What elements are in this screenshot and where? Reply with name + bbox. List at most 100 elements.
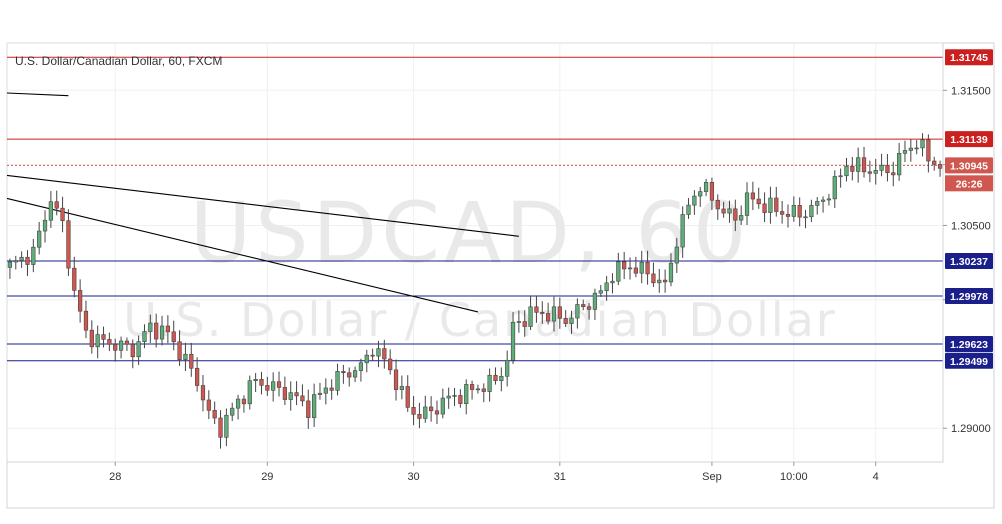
candle-50 bbox=[300, 384, 305, 407]
trend-line-2[interactable] bbox=[6, 197, 479, 313]
candle-35 bbox=[212, 401, 217, 424]
candle-71 bbox=[423, 395, 428, 423]
candle-body-up bbox=[446, 395, 451, 399]
trend-line-1[interactable] bbox=[6, 174, 519, 237]
candle-28 bbox=[171, 320, 176, 351]
candle-body-up bbox=[692, 195, 697, 206]
candle-body-down bbox=[522, 321, 527, 327]
candle-body-down bbox=[937, 164, 943, 169]
candle-39 bbox=[235, 394, 241, 420]
candle-body-up bbox=[452, 395, 457, 397]
candle-46 bbox=[276, 371, 282, 397]
candle-9 bbox=[60, 196, 65, 233]
candle-31 bbox=[189, 342, 194, 377]
candle-body-up bbox=[235, 398, 241, 409]
candle-body-up bbox=[230, 407, 235, 416]
candle-86 bbox=[510, 311, 516, 364]
candle-body-up bbox=[510, 321, 516, 361]
candle-142 bbox=[838, 168, 843, 188]
candle-37 bbox=[224, 408, 229, 447]
candle-body-up bbox=[873, 170, 878, 174]
level-badge-5: 1.29499 bbox=[950, 356, 988, 368]
candle-body-down bbox=[265, 385, 270, 391]
candle-0 bbox=[7, 258, 13, 279]
candle-13 bbox=[83, 300, 89, 339]
candle-body-up bbox=[142, 331, 147, 342]
candle-body-down bbox=[469, 384, 475, 390]
candle-17 bbox=[107, 332, 112, 352]
candle-87 bbox=[516, 310, 521, 333]
watermark-name: U.S. Dollar / Canadian Dollar bbox=[123, 293, 837, 347]
candle-body-down bbox=[581, 304, 586, 307]
candle-body-down bbox=[663, 279, 668, 283]
candle-body-down bbox=[66, 220, 71, 269]
candle-63 bbox=[376, 340, 381, 368]
candle-body-down bbox=[195, 367, 200, 386]
candle-body-up bbox=[95, 334, 100, 348]
candle-138 bbox=[815, 196, 820, 215]
candle-body-up bbox=[610, 280, 615, 284]
candle-103 bbox=[610, 273, 615, 294]
horizontal-levels[interactable] bbox=[7, 56, 943, 362]
candle-105 bbox=[622, 251, 627, 280]
candle-29 bbox=[177, 330, 182, 366]
candle-100 bbox=[592, 288, 598, 320]
candle-144 bbox=[850, 156, 855, 181]
candle-135 bbox=[797, 197, 802, 227]
candle-body-down bbox=[586, 306, 592, 310]
candle-131 bbox=[774, 186, 779, 217]
candle-25 bbox=[154, 313, 159, 348]
candle-body-up bbox=[657, 279, 662, 284]
candle-90 bbox=[534, 295, 539, 323]
candle-38 bbox=[230, 402, 235, 422]
candle-81 bbox=[481, 383, 486, 403]
candle-158 bbox=[932, 156, 937, 171]
candle-92 bbox=[546, 302, 551, 325]
candle-body-up bbox=[323, 387, 328, 394]
candle-7 bbox=[48, 191, 53, 228]
candle-59 bbox=[352, 366, 358, 383]
candle-body-down bbox=[434, 410, 440, 415]
candle-body-up bbox=[376, 348, 381, 357]
candle-body-down bbox=[276, 381, 282, 388]
time-axis[interactable]: 28 29 30 31 Sep 10:00 4 bbox=[109, 462, 879, 483]
candle-150 bbox=[885, 153, 890, 182]
candle-96 bbox=[569, 310, 574, 334]
candle-body-down bbox=[370, 354, 375, 357]
trend-lines[interactable] bbox=[6, 92, 519, 313]
candle-97 bbox=[575, 298, 580, 329]
candle-body-down bbox=[306, 400, 311, 418]
candle-126 bbox=[744, 182, 750, 226]
candle-body-down bbox=[493, 374, 498, 382]
candle-94 bbox=[557, 297, 562, 329]
candle-93 bbox=[551, 296, 557, 332]
candle-body-up bbox=[703, 182, 709, 192]
candle-body-up bbox=[791, 205, 796, 217]
candle-body-down bbox=[797, 205, 802, 218]
candle-110 bbox=[651, 262, 656, 287]
candle-body-down bbox=[867, 171, 872, 174]
candle-11 bbox=[72, 256, 77, 298]
candle-body-up bbox=[920, 139, 925, 149]
candle-body-up bbox=[358, 362, 364, 371]
candle-155 bbox=[914, 140, 919, 155]
candle-body-up bbox=[13, 260, 18, 263]
trend-line-0[interactable] bbox=[6, 92, 69, 97]
candle-54 bbox=[323, 378, 328, 405]
candle-104 bbox=[616, 252, 621, 286]
candle-body-down bbox=[218, 417, 223, 438]
candle-body-down bbox=[715, 199, 720, 210]
candle-body-up bbox=[668, 262, 674, 283]
candle-22 bbox=[136, 335, 141, 366]
candle-body-down bbox=[481, 388, 486, 392]
x-tick-label-1: 29 bbox=[261, 471, 273, 483]
candle-106 bbox=[627, 257, 633, 280]
candle-body-down bbox=[177, 341, 182, 360]
candle-body-up bbox=[364, 354, 369, 364]
candle-body-up bbox=[475, 388, 481, 391]
candle-body-down bbox=[212, 410, 217, 419]
candle-124 bbox=[733, 199, 738, 232]
candle-115 bbox=[680, 206, 685, 258]
candle-30 bbox=[183, 342, 188, 372]
candle-99 bbox=[586, 303, 592, 320]
